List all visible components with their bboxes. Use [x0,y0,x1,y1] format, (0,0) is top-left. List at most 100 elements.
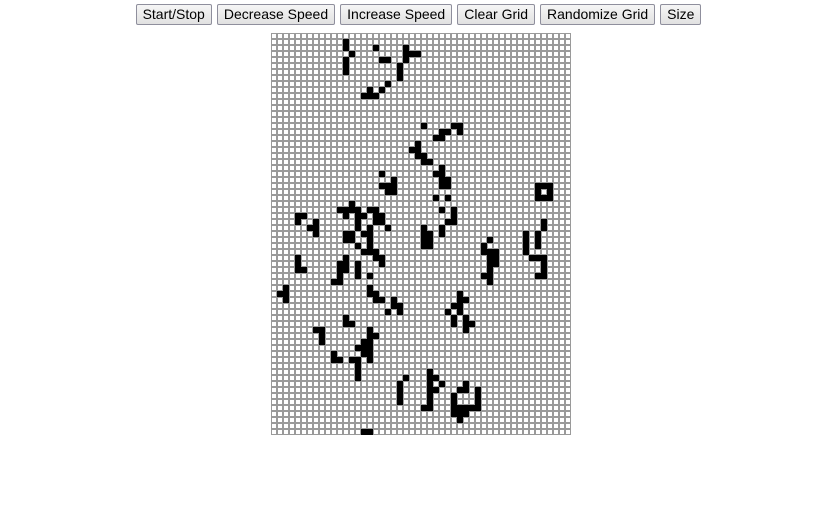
grid-cell[interactable] [331,57,337,63]
grid-cell[interactable] [319,111,325,117]
grid-cell[interactable] [289,111,295,117]
grid-cell[interactable] [445,141,451,147]
grid-cell[interactable] [397,33,403,39]
grid-cell[interactable] [283,201,289,207]
grid-cell[interactable] [295,315,301,321]
grid-cell[interactable] [331,309,337,315]
grid-cell[interactable] [553,153,559,159]
grid-cell[interactable] [481,327,487,333]
grid-cell[interactable] [523,165,529,171]
grid-cell[interactable] [511,237,517,243]
grid-cell[interactable] [547,33,553,39]
grid-cell-alive[interactable] [493,261,499,267]
grid-cell[interactable] [529,171,535,177]
grid-cell[interactable] [349,117,355,123]
grid-cell-alive[interactable] [373,45,379,51]
grid-cell-alive[interactable] [385,57,391,63]
grid-cell[interactable] [433,147,439,153]
grid-cell[interactable] [493,399,499,405]
grid-cell-alive[interactable] [451,405,457,411]
grid-cell-alive[interactable] [415,141,421,147]
grid-cell[interactable] [505,321,511,327]
grid-cell[interactable] [367,189,373,195]
grid-cell[interactable] [565,153,571,159]
grid-cell[interactable] [277,237,283,243]
grid-cell[interactable] [499,183,505,189]
grid-cell[interactable] [451,183,457,189]
grid-cell[interactable] [331,213,337,219]
grid-cell[interactable] [505,369,511,375]
grid-cell-alive[interactable] [379,255,385,261]
grid-cell[interactable] [271,99,277,105]
grid-cell[interactable] [445,165,451,171]
grid-cell[interactable] [367,393,373,399]
grid-cell[interactable] [367,375,373,381]
grid-cell[interactable] [325,165,331,171]
grid-cell[interactable] [547,225,553,231]
grid-cell[interactable] [559,321,565,327]
grid-cell[interactable] [463,117,469,123]
grid-cell[interactable] [565,249,571,255]
grid-cell[interactable] [463,171,469,177]
grid-cell[interactable] [403,141,409,147]
grid-cell[interactable] [379,105,385,111]
grid-cell[interactable] [379,423,385,429]
grid-cell[interactable] [391,171,397,177]
grid-cell[interactable] [349,135,355,141]
grid-cell[interactable] [337,423,343,429]
grid-cell[interactable] [301,141,307,147]
grid-cell-alive[interactable] [547,195,553,201]
grid-cell[interactable] [445,249,451,255]
grid-cell[interactable] [283,123,289,129]
grid-cell-alive[interactable] [283,291,289,297]
grid-cell[interactable] [445,291,451,297]
grid-cell[interactable] [457,171,463,177]
grid-cell-alive[interactable] [433,135,439,141]
grid-cell[interactable] [331,129,337,135]
grid-cell-alive[interactable] [373,93,379,99]
grid-cell[interactable] [295,63,301,69]
grid-cell[interactable] [475,81,481,87]
grid-cell[interactable] [529,123,535,129]
grid-cell[interactable] [481,339,487,345]
grid-cell[interactable] [277,171,283,177]
grid-cell[interactable] [421,255,427,261]
grid-cell[interactable] [523,207,529,213]
grid-cell[interactable] [511,249,517,255]
grid-cell[interactable] [553,117,559,123]
grid-cell[interactable] [445,87,451,93]
grid-cell[interactable] [559,405,565,411]
grid-cell[interactable] [391,399,397,405]
grid-cell[interactable] [367,267,373,273]
grid-cell[interactable] [487,207,493,213]
grid-cell[interactable] [277,129,283,135]
grid-cell[interactable] [289,249,295,255]
grid-cell[interactable] [325,189,331,195]
grid-cell[interactable] [361,375,367,381]
grid-cell[interactable] [553,237,559,243]
grid-cell[interactable] [271,285,277,291]
grid-cell[interactable] [511,147,517,153]
grid-cell[interactable] [409,387,415,393]
grid-cell[interactable] [445,411,451,417]
grid-cell[interactable] [307,81,313,87]
grid-cell[interactable] [361,309,367,315]
grid-cell[interactable] [361,285,367,291]
grid-cell[interactable] [505,183,511,189]
grid-cell[interactable] [337,189,343,195]
grid-cell[interactable] [421,339,427,345]
grid-cell-alive[interactable] [343,231,349,237]
grid-cell[interactable] [397,105,403,111]
clear-grid-button[interactable]: Clear Grid [457,4,536,25]
grid-cell[interactable] [361,381,367,387]
grid-cell[interactable] [283,195,289,201]
grid-cell[interactable] [295,117,301,123]
grid-cell[interactable] [343,87,349,93]
grid-cell[interactable] [337,399,343,405]
grid-cell[interactable] [409,327,415,333]
grid-cell[interactable] [433,57,439,63]
grid-cell[interactable] [403,249,409,255]
grid-cell[interactable] [343,159,349,165]
grid-cell[interactable] [481,417,487,423]
grid-cell[interactable] [499,309,505,315]
